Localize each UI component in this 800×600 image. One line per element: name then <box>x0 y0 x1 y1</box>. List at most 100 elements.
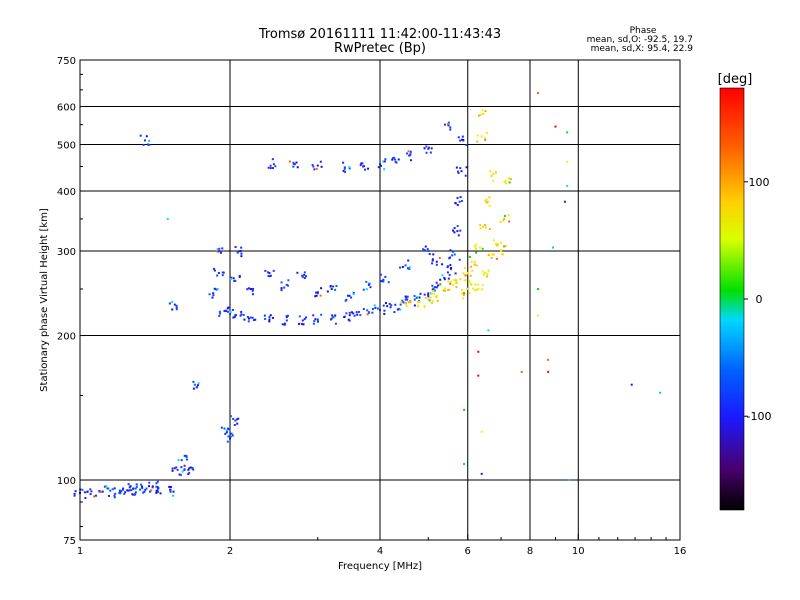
data-point <box>389 306 392 309</box>
data-point <box>367 311 370 314</box>
data-point <box>384 302 387 305</box>
data-point <box>447 280 450 283</box>
data-point <box>319 160 322 163</box>
data-point <box>413 298 416 301</box>
data-point <box>268 271 271 274</box>
data-point <box>480 472 483 475</box>
data-point <box>319 294 322 297</box>
data-point <box>470 260 473 263</box>
data-point <box>439 284 442 287</box>
data-point <box>81 488 84 491</box>
data-point <box>312 165 315 168</box>
data-point <box>286 314 289 317</box>
y-tick-label: 500 <box>57 141 76 152</box>
data-point <box>226 429 229 432</box>
data-point <box>477 114 480 117</box>
colorbar <box>719 87 745 511</box>
data-point <box>391 158 394 161</box>
data-point <box>485 131 488 134</box>
data-point <box>271 158 274 161</box>
data-point <box>148 481 151 484</box>
data-point <box>176 468 179 471</box>
data-point <box>476 134 479 137</box>
data-point <box>223 427 226 430</box>
data-point <box>183 454 186 457</box>
data-point <box>462 294 465 297</box>
data-point <box>444 287 447 290</box>
data-point <box>271 167 274 170</box>
data-point <box>362 288 365 291</box>
data-point <box>488 227 491 230</box>
data-point <box>503 217 506 220</box>
data-point <box>432 253 435 256</box>
data-point <box>296 166 299 169</box>
data-point <box>434 286 437 289</box>
data-points <box>73 92 662 500</box>
data-point <box>454 272 457 275</box>
data-point <box>374 306 377 309</box>
data-point <box>298 315 301 318</box>
data-point <box>401 265 404 268</box>
data-point <box>181 470 184 473</box>
data-point <box>227 435 230 438</box>
data-point <box>249 316 252 319</box>
data-point <box>234 246 237 249</box>
data-point <box>168 302 171 305</box>
data-point <box>455 282 458 285</box>
data-point <box>229 437 231 440</box>
data-point <box>427 292 430 295</box>
data-point <box>485 198 488 201</box>
data-point <box>314 295 317 298</box>
data-point <box>461 199 464 202</box>
data-point <box>233 280 236 283</box>
data-point <box>332 316 335 319</box>
data-point <box>490 257 493 260</box>
data-point <box>442 289 445 292</box>
data-point <box>269 274 272 277</box>
data-point <box>331 314 334 317</box>
data-point <box>151 486 154 489</box>
data-point <box>479 224 482 227</box>
data-point <box>179 473 182 476</box>
data-point <box>105 485 108 488</box>
data-point <box>383 309 386 312</box>
data-point <box>423 249 426 252</box>
data-point <box>367 167 370 170</box>
x-tick-label: 4 <box>377 546 383 557</box>
data-point <box>227 306 230 309</box>
data-point <box>74 490 77 493</box>
data-point <box>253 319 256 322</box>
x-tick-label: 8 <box>527 546 533 557</box>
data-point <box>482 273 485 276</box>
data-point <box>504 182 507 185</box>
data-point <box>502 219 505 222</box>
data-point <box>326 290 329 293</box>
data-point <box>448 274 451 277</box>
data-point <box>384 158 387 161</box>
data-point <box>423 305 426 308</box>
data-point <box>439 283 442 286</box>
data-point <box>229 311 232 314</box>
data-point <box>218 310 221 313</box>
data-point <box>431 258 434 261</box>
data-point <box>383 313 386 316</box>
data-point <box>213 287 216 290</box>
data-point <box>73 492 76 495</box>
data-point <box>422 248 425 251</box>
data-point <box>427 250 430 253</box>
data-point <box>463 292 466 295</box>
data-point <box>466 287 469 290</box>
data-point <box>449 268 452 271</box>
data-point <box>218 247 221 250</box>
data-point <box>413 304 416 307</box>
data-point <box>435 294 438 297</box>
data-point <box>453 278 456 281</box>
data-point <box>474 283 477 286</box>
data-point <box>393 156 396 159</box>
data-point <box>473 260 476 263</box>
data-point <box>343 166 346 169</box>
data-point <box>566 131 569 134</box>
data-point <box>391 157 394 160</box>
data-point <box>495 257 498 260</box>
data-point <box>479 246 482 249</box>
